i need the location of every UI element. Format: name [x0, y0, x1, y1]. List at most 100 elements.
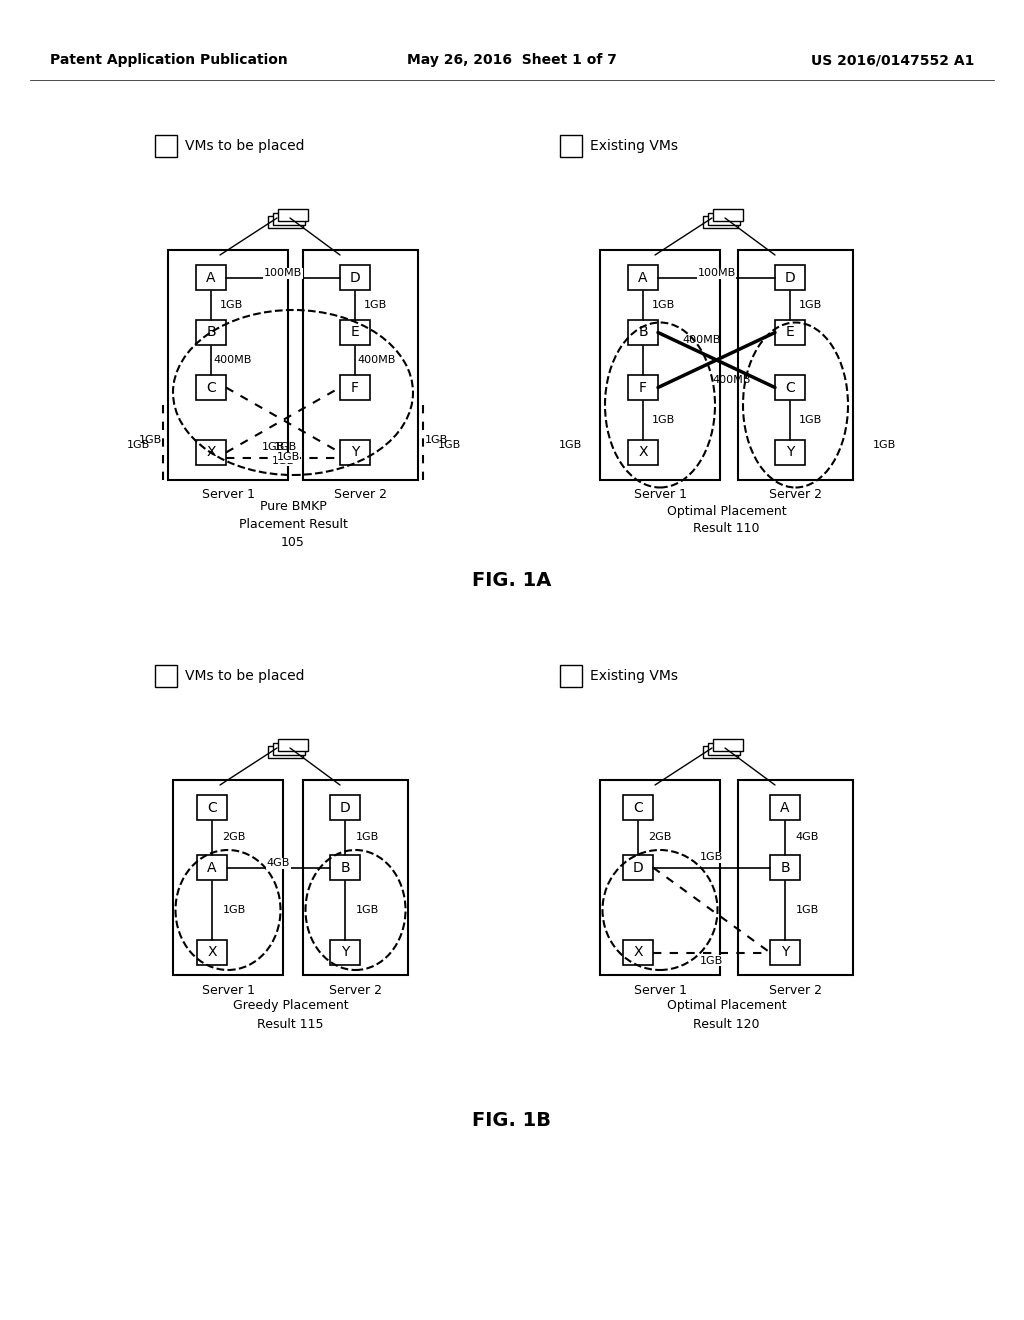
Bar — [708, 742, 740, 755]
Text: FIG. 1B: FIG. 1B — [472, 1110, 552, 1130]
FancyBboxPatch shape — [628, 375, 658, 400]
FancyBboxPatch shape — [623, 795, 653, 820]
Text: 1GB: 1GB — [138, 436, 162, 445]
Text: 1GB: 1GB — [873, 440, 896, 450]
Bar — [267, 746, 302, 758]
Text: 1GB: 1GB — [127, 440, 150, 450]
Bar — [278, 209, 307, 220]
Text: Existing VMs: Existing VMs — [590, 139, 678, 153]
Text: B: B — [638, 326, 648, 339]
FancyBboxPatch shape — [155, 665, 177, 686]
FancyBboxPatch shape — [770, 795, 800, 820]
Text: Existing VMs: Existing VMs — [590, 669, 678, 682]
Text: X: X — [207, 945, 217, 960]
FancyBboxPatch shape — [168, 249, 288, 480]
Text: C: C — [785, 380, 795, 395]
Text: 1GB: 1GB — [424, 436, 447, 445]
Text: 1GB: 1GB — [219, 300, 243, 310]
Text: 1GB: 1GB — [222, 906, 246, 915]
Text: Server 1: Server 1 — [634, 488, 686, 502]
Text: 1GB: 1GB — [699, 956, 723, 965]
Text: Server 2: Server 2 — [329, 983, 382, 997]
Bar — [272, 742, 305, 755]
Text: Pure BMKP
Placement Result
105: Pure BMKP Placement Result 105 — [239, 500, 347, 549]
FancyBboxPatch shape — [340, 319, 370, 345]
FancyBboxPatch shape — [303, 780, 408, 975]
Text: F: F — [639, 380, 647, 395]
FancyBboxPatch shape — [623, 940, 653, 965]
FancyBboxPatch shape — [303, 249, 418, 480]
FancyBboxPatch shape — [775, 440, 805, 465]
Bar — [708, 213, 740, 224]
FancyBboxPatch shape — [340, 440, 370, 465]
Text: 400MB: 400MB — [357, 355, 396, 366]
Text: D: D — [340, 800, 350, 814]
FancyBboxPatch shape — [196, 319, 226, 345]
Text: X: X — [638, 446, 648, 459]
Text: 1GB: 1GB — [438, 440, 461, 450]
Text: 4GB: 4GB — [267, 858, 290, 869]
FancyBboxPatch shape — [623, 855, 653, 880]
Bar — [702, 746, 737, 758]
FancyBboxPatch shape — [628, 319, 658, 345]
Text: F: F — [351, 380, 359, 395]
Text: Server 1: Server 1 — [202, 983, 255, 997]
Text: Y: Y — [351, 446, 359, 459]
Text: 1GB: 1GB — [271, 455, 295, 466]
FancyBboxPatch shape — [775, 375, 805, 400]
Text: E: E — [785, 326, 795, 339]
Text: 1GB: 1GB — [559, 440, 582, 450]
FancyBboxPatch shape — [340, 265, 370, 290]
Bar — [272, 213, 305, 224]
Text: 1GB: 1GB — [796, 906, 818, 915]
Bar — [278, 739, 307, 751]
FancyBboxPatch shape — [330, 795, 360, 820]
FancyBboxPatch shape — [600, 780, 720, 975]
Text: D: D — [784, 271, 796, 285]
FancyBboxPatch shape — [196, 440, 226, 465]
FancyBboxPatch shape — [770, 855, 800, 880]
Text: X: X — [633, 945, 643, 960]
Text: C: C — [206, 380, 216, 395]
Bar — [713, 209, 742, 220]
Text: Patent Application Publication: Patent Application Publication — [50, 53, 288, 67]
Text: 400MB: 400MB — [713, 375, 751, 385]
Text: VMs to be placed: VMs to be placed — [185, 139, 304, 153]
FancyBboxPatch shape — [560, 665, 582, 686]
Text: VMs to be placed: VMs to be placed — [185, 669, 304, 682]
Text: B: B — [780, 861, 790, 874]
Text: Optimal Placement
Result 110: Optimal Placement Result 110 — [667, 504, 786, 536]
Bar — [713, 739, 742, 751]
FancyBboxPatch shape — [775, 319, 805, 345]
Text: May 26, 2016  Sheet 1 of 7: May 26, 2016 Sheet 1 of 7 — [408, 53, 616, 67]
FancyBboxPatch shape — [770, 940, 800, 965]
FancyBboxPatch shape — [197, 855, 227, 880]
Text: 100MB: 100MB — [264, 268, 302, 279]
Text: 2GB: 2GB — [648, 833, 672, 842]
Text: D: D — [633, 861, 643, 874]
Text: 1GB: 1GB — [799, 414, 821, 425]
FancyBboxPatch shape — [628, 440, 658, 465]
Text: Server 2: Server 2 — [769, 488, 822, 502]
Text: FIG. 1A: FIG. 1A — [472, 570, 552, 590]
Text: A: A — [780, 800, 790, 814]
Text: D: D — [349, 271, 360, 285]
Text: 2GB: 2GB — [222, 833, 246, 842]
FancyBboxPatch shape — [196, 265, 226, 290]
Text: 1GB: 1GB — [699, 853, 723, 862]
Text: Server 2: Server 2 — [334, 488, 387, 502]
Text: E: E — [350, 326, 359, 339]
Text: 400MB: 400MB — [214, 355, 252, 366]
Text: 1GB: 1GB — [261, 442, 285, 453]
FancyBboxPatch shape — [340, 375, 370, 400]
Text: Y: Y — [341, 945, 349, 960]
Text: Y: Y — [781, 945, 790, 960]
Text: US 2016/0147552 A1: US 2016/0147552 A1 — [811, 53, 974, 67]
Text: X: X — [206, 446, 216, 459]
Text: Y: Y — [785, 446, 795, 459]
Text: C: C — [633, 800, 643, 814]
FancyBboxPatch shape — [197, 940, 227, 965]
Text: 1GB: 1GB — [799, 300, 821, 310]
Text: A: A — [638, 271, 648, 285]
Text: 400MB: 400MB — [682, 335, 721, 345]
